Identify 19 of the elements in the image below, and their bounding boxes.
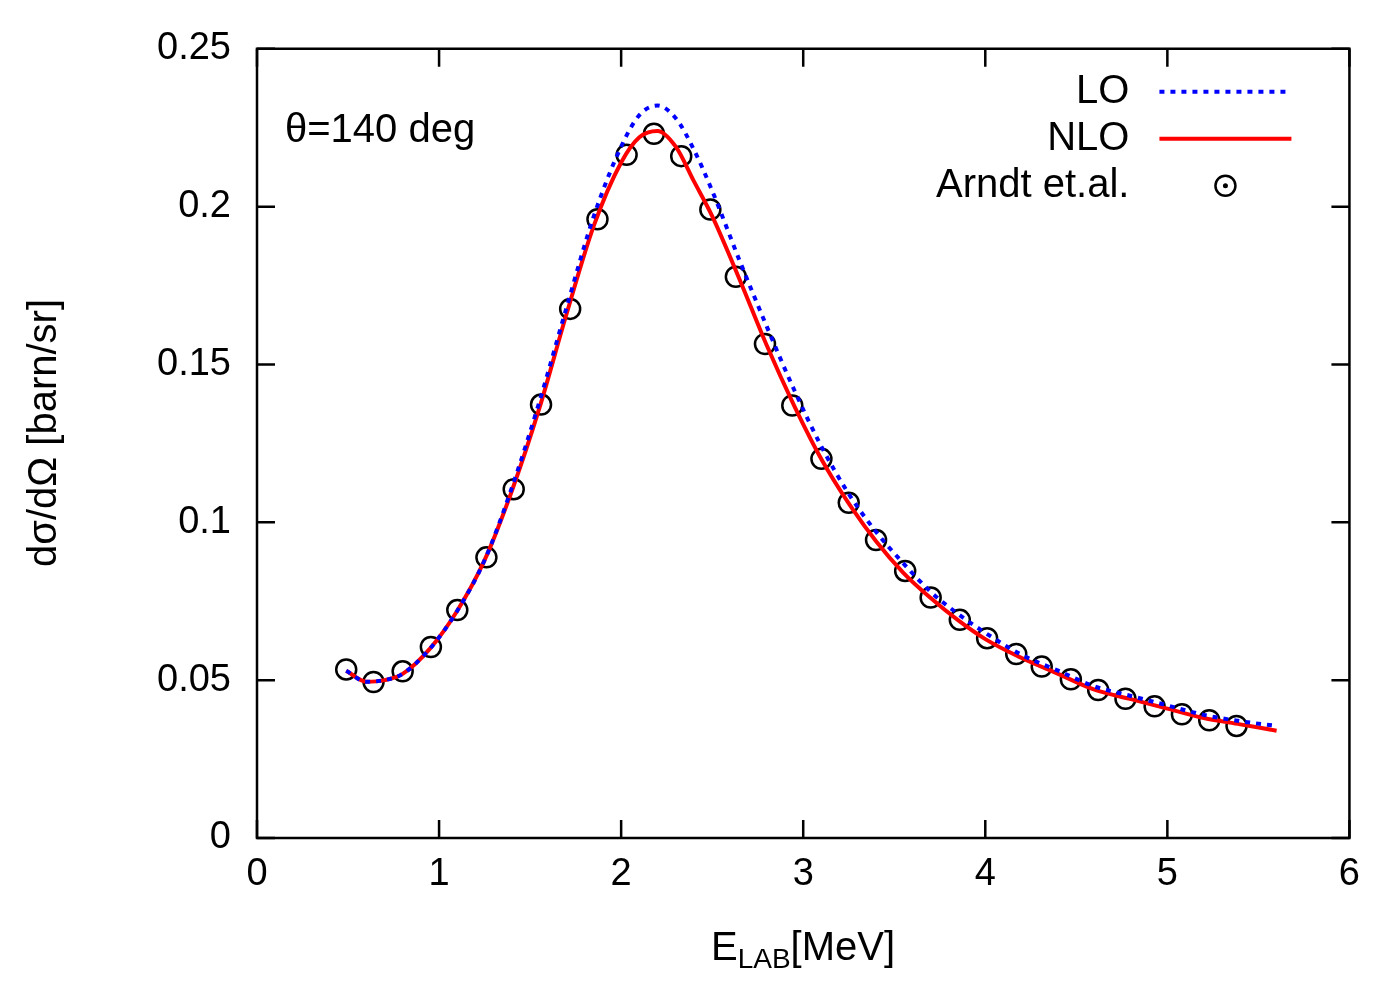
y-tick-label: 0.2 <box>178 183 231 226</box>
x-tick-label: 2 <box>610 851 632 894</box>
legend-label: Arndt et.al. <box>936 160 1130 205</box>
y-tick-label: 0.25 <box>157 25 231 68</box>
x-tick-label: 5 <box>1156 851 1178 894</box>
x-tick-label: 4 <box>974 851 996 894</box>
annotation: θ=140 deg <box>285 105 476 150</box>
y-tick-label: 0.15 <box>157 340 231 383</box>
x-tick-label: 6 <box>1338 851 1360 894</box>
legend-label: LO <box>1076 66 1130 111</box>
y-axis-title: dσ/dΩ [barn/sr] <box>19 298 65 568</box>
x-tick-label: 0 <box>246 851 268 894</box>
x-tick-label: 3 <box>792 851 814 894</box>
x-axis-title: E$_{LAB}$[MeV] <box>710 923 896 975</box>
x-tick-label: 1 <box>428 851 450 894</box>
y-tick-label: 0.05 <box>157 656 231 699</box>
legend-label: NLO <box>1047 113 1130 158</box>
y-tick-label: 0.1 <box>178 498 231 541</box>
y-tick-label: 0 <box>209 814 231 857</box>
